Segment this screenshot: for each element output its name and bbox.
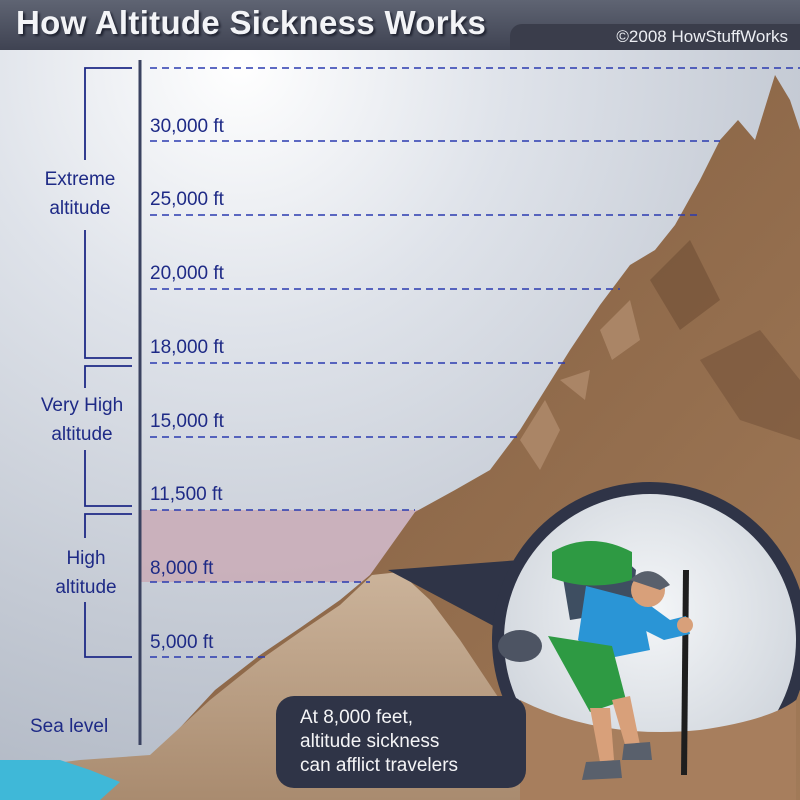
zone-high-line1: High: [66, 548, 106, 569]
sea-level-label: Sea level: [30, 716, 109, 737]
altitude-label-18000: 18,000 ft: [150, 337, 224, 358]
boot-left: [582, 760, 622, 780]
copyright-credit: ©2008 HowStuffWorks: [616, 27, 788, 46]
callout-box: [276, 696, 526, 788]
altitude-label-15000: 15,000 ft: [150, 411, 224, 432]
altitude-label-30000: 30,000 ft: [150, 116, 224, 137]
leg-left: [590, 708, 614, 762]
arm: [640, 598, 690, 640]
boot-right: [622, 742, 652, 760]
cap: [630, 571, 670, 590]
page-title: How Altitude Sickness Works: [16, 4, 487, 41]
callout-text: At 8,000 feet, altitude sickness can aff…: [300, 706, 458, 778]
callout-line1: At 8,000 feet,: [300, 707, 414, 728]
zone-extreme-line2: altitude: [49, 198, 111, 219]
rock-highlight: [520, 400, 560, 470]
zone-very-high-line2: altitude: [51, 424, 113, 445]
callout-pointer: [388, 560, 520, 640]
rock-shadow: [650, 240, 720, 330]
zone-label-extreme: Extreme altitude: [20, 165, 140, 223]
rolled-mat: [498, 630, 542, 662]
zone-brackets: [84, 67, 132, 658]
zone-label-high: High altitude: [26, 544, 146, 602]
zone-extreme-line1: Extreme: [44, 169, 116, 190]
rock-shadow: [700, 330, 800, 440]
zone-label-very-high: Very High altitude: [22, 391, 142, 449]
jacket: [578, 586, 650, 660]
rock-highlight: [560, 370, 590, 400]
credit-tab: [510, 24, 800, 50]
bracket-very-high: [84, 365, 132, 507]
altitude-label-25000: 25,000 ft: [150, 189, 224, 210]
altitude-label-5000: 5,000 ft: [150, 632, 214, 653]
hiker-figure: [498, 541, 693, 780]
callout-line3: can afflict travelers: [300, 755, 459, 776]
bracket-extreme: [84, 67, 132, 359]
altitude-gridlines: [150, 67, 800, 658]
altitude-label-20000: 20,000 ft: [150, 263, 224, 284]
sleeping-bag: [552, 541, 632, 586]
trekking-pole: [681, 569, 689, 776]
hand: [677, 617, 693, 633]
leg-right: [612, 696, 640, 748]
zone-very-high-line1: Very High: [40, 395, 124, 416]
altitude-label-8000: 8,000 ft: [150, 558, 214, 579]
shorts: [548, 636, 626, 712]
altitude-label-11500: 11,500 ft: [150, 484, 223, 505]
zone-high-line2: altitude: [55, 577, 117, 598]
callout-line2: altitude sickness: [300, 731, 440, 752]
rock-highlight: [600, 300, 640, 360]
sea-water: [0, 760, 120, 800]
bracket-high: [84, 513, 132, 658]
